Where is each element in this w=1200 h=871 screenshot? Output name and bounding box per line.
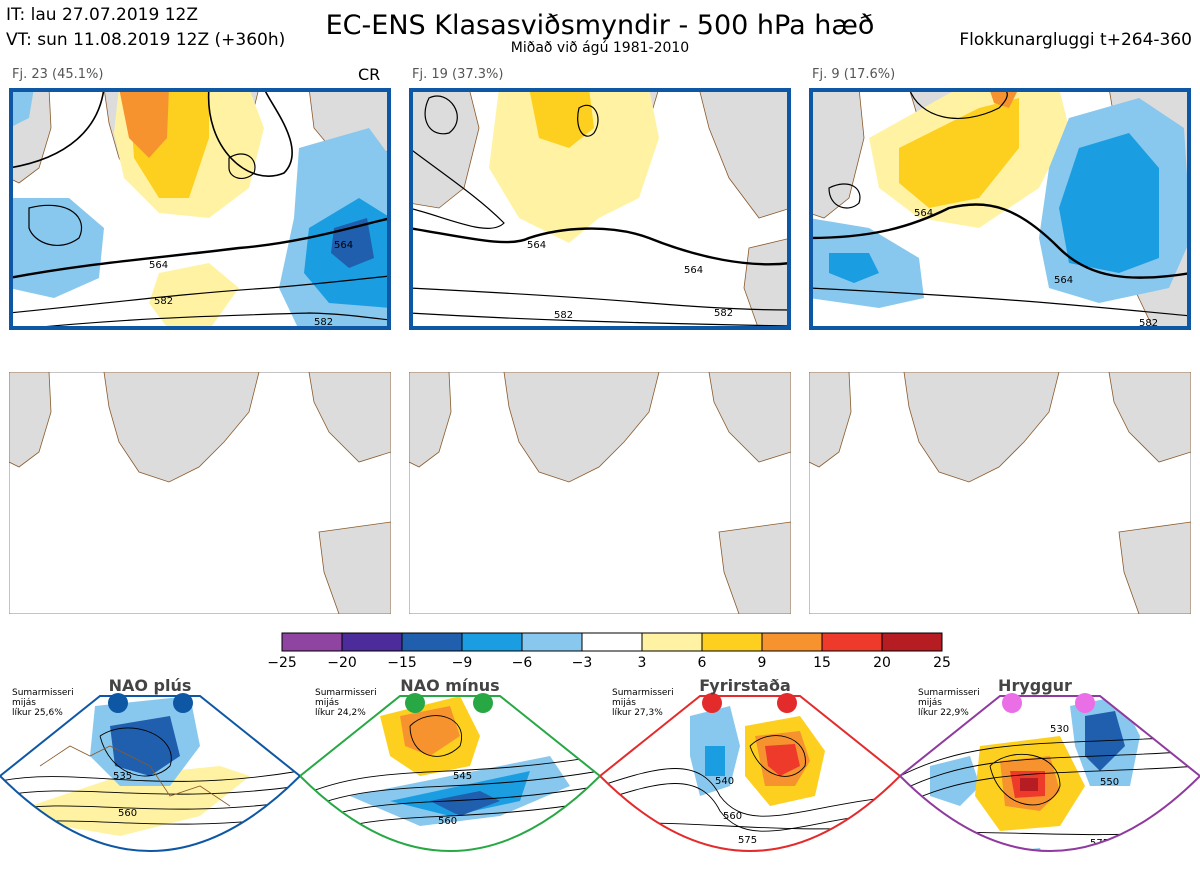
contour-label-582: 582 bbox=[1139, 318, 1158, 329]
colorbar-segment bbox=[581, 632, 643, 652]
colorbar-segment bbox=[401, 632, 463, 652]
contour-label-582: 582 bbox=[154, 296, 173, 307]
colorbar-tick-label: −9 bbox=[451, 655, 473, 671]
regime-ridge-title: Hryggur bbox=[998, 676, 1072, 695]
contour-label-564b: 564 bbox=[1054, 275, 1073, 286]
contour-label: 545 bbox=[453, 771, 472, 782]
contour-label: 550 bbox=[1100, 777, 1119, 788]
colorbar-tick-label: 20 bbox=[873, 655, 891, 671]
contour-label-582: 582 bbox=[554, 310, 573, 321]
regime-blocking-title: Fyrirstaða bbox=[699, 676, 791, 695]
regime-blocking-info: Sumarmisseri mijás líkur 27,3% bbox=[612, 688, 674, 718]
initial-time: IT: lau 27.07.2019 12Z bbox=[6, 5, 198, 25]
contour-label: 560 bbox=[118, 808, 137, 819]
cluster-3-anomaly-map bbox=[809, 372, 1191, 614]
regime-ridge-info: Sumarmisseri mijás líkur 22,9% bbox=[918, 688, 980, 718]
contour-label: 560 bbox=[723, 811, 742, 822]
contour-label: 575 bbox=[448, 851, 467, 862]
colorbar-tick-label: −25 bbox=[267, 655, 297, 671]
cluster-3-map: 564 564 582 bbox=[809, 88, 1191, 330]
colorbar-tick-label: 15 bbox=[813, 655, 831, 671]
contour-label-564: 564 bbox=[527, 240, 546, 251]
colorbar-segment bbox=[821, 632, 883, 652]
colorbar-segment bbox=[281, 632, 343, 652]
regime-nao-plus-info: Sumarmisseri mijás líkur 25,6% bbox=[12, 688, 74, 718]
contour-label: 575 bbox=[738, 835, 757, 846]
colorbar-tick-label: 25 bbox=[933, 655, 951, 671]
colorbar-tick-label: −6 bbox=[511, 655, 533, 671]
height-contours bbox=[9, 88, 391, 330]
cluster-1-label: Fj. 23 (45.1%) bbox=[12, 67, 104, 82]
contour-label: 560 bbox=[438, 816, 457, 827]
valid-time: VT: sun 11.08.2019 12Z (+360h) bbox=[6, 30, 286, 50]
regime-nao-minus-info: Sumarmisseri mijás líkur 24,2% bbox=[315, 688, 377, 718]
colorbar-tick-label: −15 bbox=[387, 655, 417, 671]
colorbar-tick-label: −3 bbox=[571, 655, 593, 671]
colorbar-segment bbox=[461, 632, 523, 652]
chart-subtitle: Miðað við ágú 1981-2010 bbox=[510, 40, 690, 56]
colorbar-segment bbox=[341, 632, 403, 652]
anomaly-shading bbox=[809, 88, 1191, 308]
cluster-2-label: Fj. 19 (37.3%) bbox=[412, 67, 504, 82]
colorbar-segment bbox=[761, 632, 823, 652]
anomaly-shading bbox=[489, 88, 659, 243]
colorbar-svg bbox=[281, 632, 943, 652]
height-contours bbox=[809, 88, 1191, 317]
regime-ridge: 530 550 575 bbox=[900, 676, 1200, 871]
regime-nao-minus: 545 560 575 bbox=[300, 676, 600, 871]
contour-label-582b: 582 bbox=[714, 308, 733, 319]
height-contours bbox=[409, 95, 791, 327]
colorbar-segment bbox=[641, 632, 703, 652]
colorbar-tick-label: −20 bbox=[327, 655, 357, 671]
chart-title: EC-ENS Klasasviðsmyndir - 500 hPa hæð bbox=[325, 10, 875, 41]
colorbar-segment bbox=[521, 632, 583, 652]
contour-label: 535 bbox=[113, 771, 132, 782]
contour-label-564b: 564 bbox=[684, 265, 703, 276]
colorbar-tick-label: 6 bbox=[697, 655, 707, 671]
colorbar-tick-label: 3 bbox=[637, 655, 647, 671]
contour-label: 530 bbox=[1050, 724, 1069, 735]
regime-blocking: 540 560 575 bbox=[600, 676, 900, 871]
cluster-2-anomaly-map bbox=[409, 372, 791, 614]
regime-nao-plus: 535 560 bbox=[0, 676, 300, 871]
cluster-1-map: 564 582 582 564 bbox=[9, 88, 391, 330]
cluster-3-label: Fj. 9 (17.6%) bbox=[812, 67, 896, 82]
regime-nao-minus-title: NAO mínus bbox=[400, 676, 500, 695]
cluster-1-anomaly-map bbox=[9, 372, 391, 614]
contour-label-582b: 582 bbox=[314, 317, 333, 328]
contour-label-564: 564 bbox=[914, 208, 933, 219]
anomaly-shading bbox=[9, 88, 391, 330]
cluster-2-map: 564 564 582 582 bbox=[409, 88, 791, 330]
colorbar-tick-label: 9 bbox=[757, 655, 767, 671]
colorbar-segment bbox=[881, 632, 943, 652]
classification-window: Flokkunargluggi t+264-360 bbox=[959, 30, 1192, 50]
contour-label-564: 564 bbox=[149, 260, 168, 271]
contour-label: 540 bbox=[715, 776, 734, 787]
colorbar bbox=[280, 632, 944, 652]
colorbar-segment bbox=[701, 632, 763, 652]
contour-label-564b: 564 bbox=[334, 240, 353, 251]
regime-nao-plus-title: NAO plús bbox=[108, 676, 192, 695]
cluster-1-regime-tag: CR bbox=[358, 65, 381, 84]
